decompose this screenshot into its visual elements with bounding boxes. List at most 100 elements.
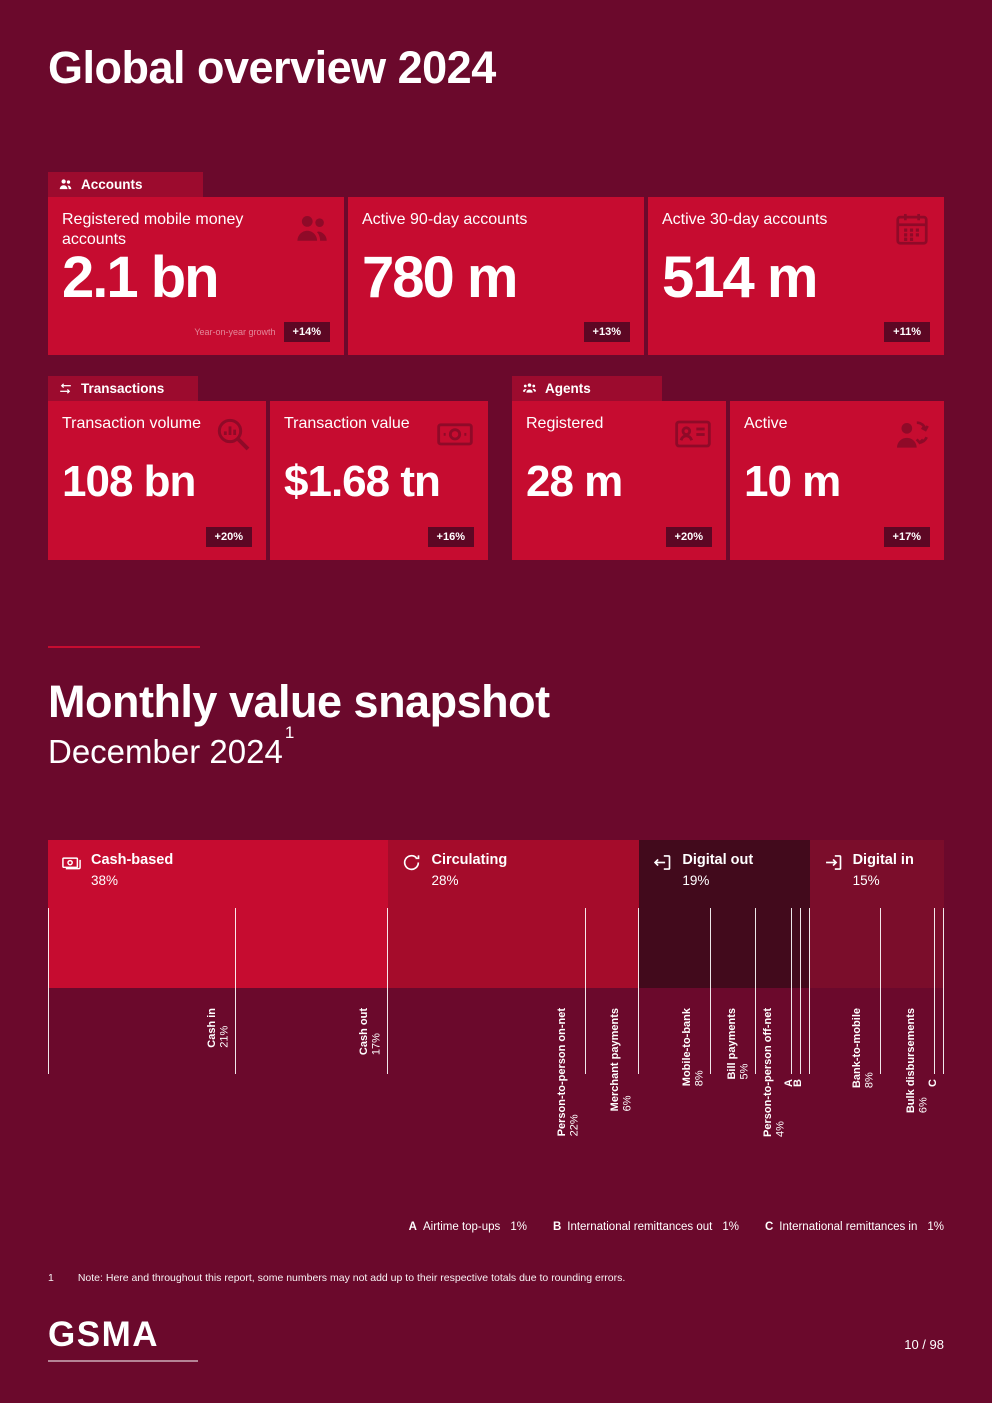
chart-tick — [880, 908, 882, 1074]
chart-sublabel-bulk-disbursements: Bulk disbursements 6% — [905, 1008, 930, 1114]
chart-tick — [387, 908, 389, 1074]
card-value: 10 m — [744, 457, 841, 506]
stat-card-transaction-value: Transaction value $1.68 tn +16% — [270, 401, 488, 560]
chart-sublabel-c: C — [926, 1079, 939, 1087]
snapshot-month: December 2024 — [48, 733, 283, 770]
legend-label: International remittances in — [779, 1221, 918, 1233]
segment-percent: 19% — [682, 873, 710, 888]
section-divider — [48, 646, 200, 648]
chart-segment-cash-based: Cash-based 38% — [48, 840, 389, 988]
refresh-icon — [401, 852, 422, 873]
segment-percent: 38% — [91, 873, 119, 888]
arrow-in-icon — [823, 852, 844, 873]
section-tab-accounts: Accounts — [48, 172, 203, 197]
legend-value: 1% — [722, 1221, 739, 1233]
banknote-icon — [435, 414, 475, 454]
footnote-reference: 1 — [284, 723, 295, 742]
transactions-section: Transactions Transaction volume 108 bn +… — [48, 376, 488, 560]
card-title: Registered mobile money accounts — [62, 211, 244, 248]
card-title: Transaction value — [284, 415, 410, 432]
snapshot-subtitle: December 20241 — [48, 723, 294, 771]
agents-cards: Registered 28 m +20% Active 10 m +17% — [512, 401, 944, 560]
chart-sublabel-cash-in: Cash in 21% — [206, 1008, 231, 1048]
footnote-text: Note: Here and throughout this report, s… — [77, 1272, 626, 1284]
chart-tick — [584, 908, 586, 1074]
chart-sublabel-merchant-payments: Merchant payments 6% — [609, 1008, 634, 1112]
users-icon — [293, 210, 331, 248]
card-value: $1.68 tn — [284, 457, 441, 506]
gsma-logo: GSMA — [48, 1315, 159, 1354]
segment-label: Circulating — [431, 852, 508, 868]
chart-tick — [943, 908, 944, 1074]
card-value: 2.1 bn — [62, 245, 220, 310]
growth-badge: +14% — [283, 322, 330, 342]
growth-badge: +20% — [205, 527, 252, 547]
swap-arrows-icon — [58, 381, 73, 396]
snapshot-title: Monthly value snapshot — [48, 676, 550, 727]
segment-label: Digital in — [852, 852, 914, 868]
growth-badge: +16% — [427, 527, 474, 547]
chart-tick — [235, 908, 237, 1074]
users-icon — [58, 177, 73, 192]
chart-sublabel-b: B — [792, 1079, 805, 1087]
section-tab-agents: Agents — [512, 376, 662, 401]
card-title: Transaction volume — [62, 415, 202, 432]
section-tab-transactions: Transactions — [48, 376, 198, 401]
card-title: Active — [744, 415, 788, 432]
card-value: 514 m — [662, 245, 818, 310]
legend-label: International remittances out — [567, 1221, 713, 1233]
legend-value: 1% — [927, 1221, 944, 1233]
chart-tick — [754, 908, 756, 1074]
segment-percent: 15% — [852, 873, 880, 888]
page-title: Global overview 2024 — [48, 42, 496, 93]
chart-tick — [710, 908, 712, 1074]
stat-card-agents-active: Active 10 m +17% — [730, 401, 944, 560]
legend-item-a: A Airtime top-ups 1% — [409, 1221, 527, 1233]
chart-segment-digital-in: Digital in 15% — [809, 840, 944, 988]
tab-label: Transactions — [81, 381, 165, 396]
calendar-icon — [893, 210, 931, 248]
segment-percent: 28% — [431, 873, 459, 888]
chart-sublabel-cash-out: Cash out 17% — [358, 1008, 383, 1056]
stat-card-agents-registered: Registered 28 m +20% — [512, 401, 726, 560]
accounts-cards: Registered mobile money accounts 2.1 bn … — [48, 197, 944, 355]
user-refresh-icon — [891, 414, 931, 454]
chart-band: Cash-based 38% Circulating 28% Digital out 19… — [48, 840, 944, 988]
agents-section: Agents Registered 28 m +20% Active 10 m … — [512, 376, 944, 560]
chart-sublabel-mobile-to-bank: Mobile-to-bank 8% — [681, 1008, 706, 1087]
arrow-out-icon — [652, 852, 673, 873]
chart-sublabel-person-to-person-on-net: Person-to-person on-net 22% — [555, 1008, 581, 1137]
chart-tick — [790, 908, 792, 1074]
card-value: 28 m — [526, 457, 623, 506]
segment-label: Digital out — [682, 852, 754, 868]
page-number: 10 / 98 — [904, 1337, 944, 1352]
growth-badge: +20% — [665, 527, 712, 547]
legend-value: 1% — [510, 1221, 527, 1233]
stat-card-transaction-volume: Transaction volume 108 bn +20% — [48, 401, 266, 560]
chart-tick — [48, 908, 49, 1074]
chart-legend: A Airtime top-ups 1% B International remitta… — [409, 1221, 944, 1233]
growth-label: Year-on-year growth — [194, 327, 276, 337]
stat-card-registered-accounts: Registered mobile money accounts 2.1 bn … — [48, 197, 344, 355]
legend-label: Airtime top-ups — [422, 1221, 501, 1233]
footnote: 1 Note: Here and throughout this report,… — [48, 1272, 944, 1284]
legend-key: A — [408, 1221, 417, 1233]
legend-key: B — [552, 1221, 562, 1233]
tab-label: Accounts — [81, 177, 143, 192]
chart-sublabel-bill-payments: Bill payments 5% — [725, 1008, 751, 1080]
chart-sublabel-person-to-person-off-net: Person-to-person off-net 4% — [761, 1008, 787, 1137]
monthly-value-chart: Cash-based 38% Circulating 28% Digital out 19… — [48, 840, 944, 1155]
growth-badge: +17% — [883, 527, 930, 547]
stat-card-active-30day: Active 30-day accounts 514 m +11% — [648, 197, 944, 355]
segment-label: Cash-based — [91, 852, 174, 868]
card-value: 108 bn — [62, 457, 196, 506]
chart-tick — [934, 908, 936, 1074]
legend-item-b: B International remittances out 1% — [553, 1221, 739, 1233]
chart-tick — [808, 908, 810, 1074]
transactions-cards: Transaction volume 108 bn +20% Transacti… — [48, 401, 488, 560]
footer-rule — [48, 1360, 198, 1362]
stat-card-active-90day: Active 90-day accounts 780 m +13% — [348, 197, 644, 355]
growth-badge: +11% — [884, 322, 930, 342]
card-title: Active 90-day accounts — [362, 211, 528, 228]
